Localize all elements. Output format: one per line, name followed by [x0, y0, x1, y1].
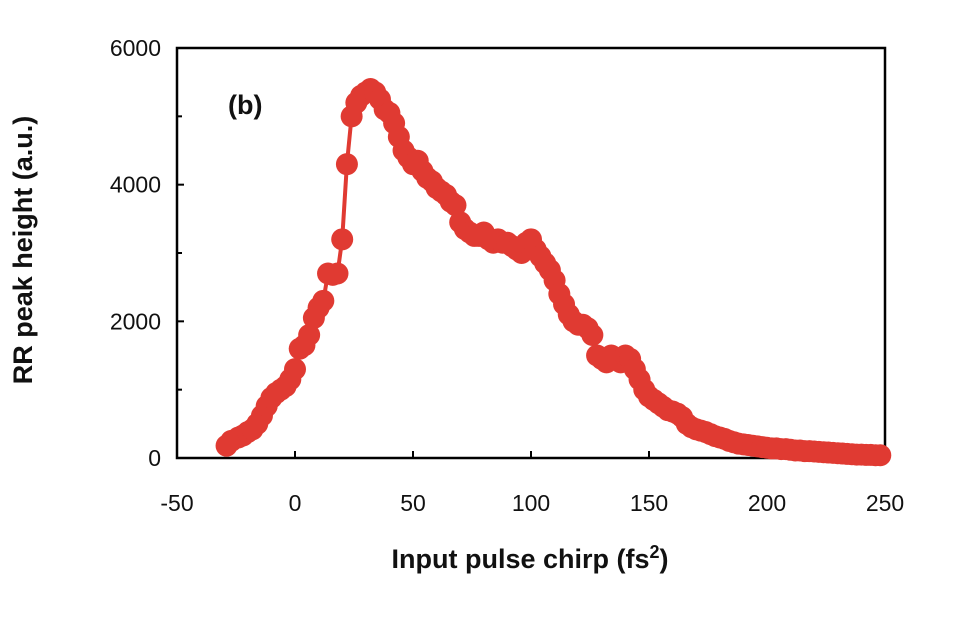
x-tick-label: -50	[160, 490, 193, 516]
x-axis-title: Input pulse chirp (fs2)	[391, 542, 668, 574]
data-point	[298, 324, 321, 346]
data-point	[444, 194, 467, 217]
y-tick-label: 2000	[110, 308, 161, 334]
y-tick-label: 6000	[110, 35, 161, 61]
data-point	[581, 324, 604, 346]
x-tick-label: 50	[400, 490, 426, 516]
data-point	[335, 153, 358, 176]
x-axis: -50 0 50 100 150 200 250	[160, 451, 904, 516]
panel-label: (b)	[228, 90, 262, 120]
data-point	[312, 289, 335, 312]
y-tick-label: 0	[148, 445, 161, 471]
x-axis-title-text: Input pulse chirp (fs	[391, 544, 649, 574]
x-tick-label: 100	[512, 490, 550, 516]
x-tick-label: 200	[748, 490, 786, 516]
series-layer	[215, 78, 892, 467]
y-axis: 0 2000 4000 6000	[110, 35, 184, 471]
data-point	[869, 444, 892, 467]
x-tick-label: 250	[866, 490, 904, 516]
data-point	[326, 262, 349, 285]
y-tick-label: 4000	[110, 172, 161, 198]
data-point	[331, 228, 354, 251]
y-axis-title: RR peak height (a.u.)	[8, 116, 38, 385]
data-point	[284, 358, 306, 381]
x-tick-label: 0	[289, 490, 302, 516]
x-tick-label: 150	[630, 490, 668, 516]
x-axis-title-superscript: 2	[650, 542, 660, 562]
x-axis-title-suffix: )	[660, 544, 669, 574]
